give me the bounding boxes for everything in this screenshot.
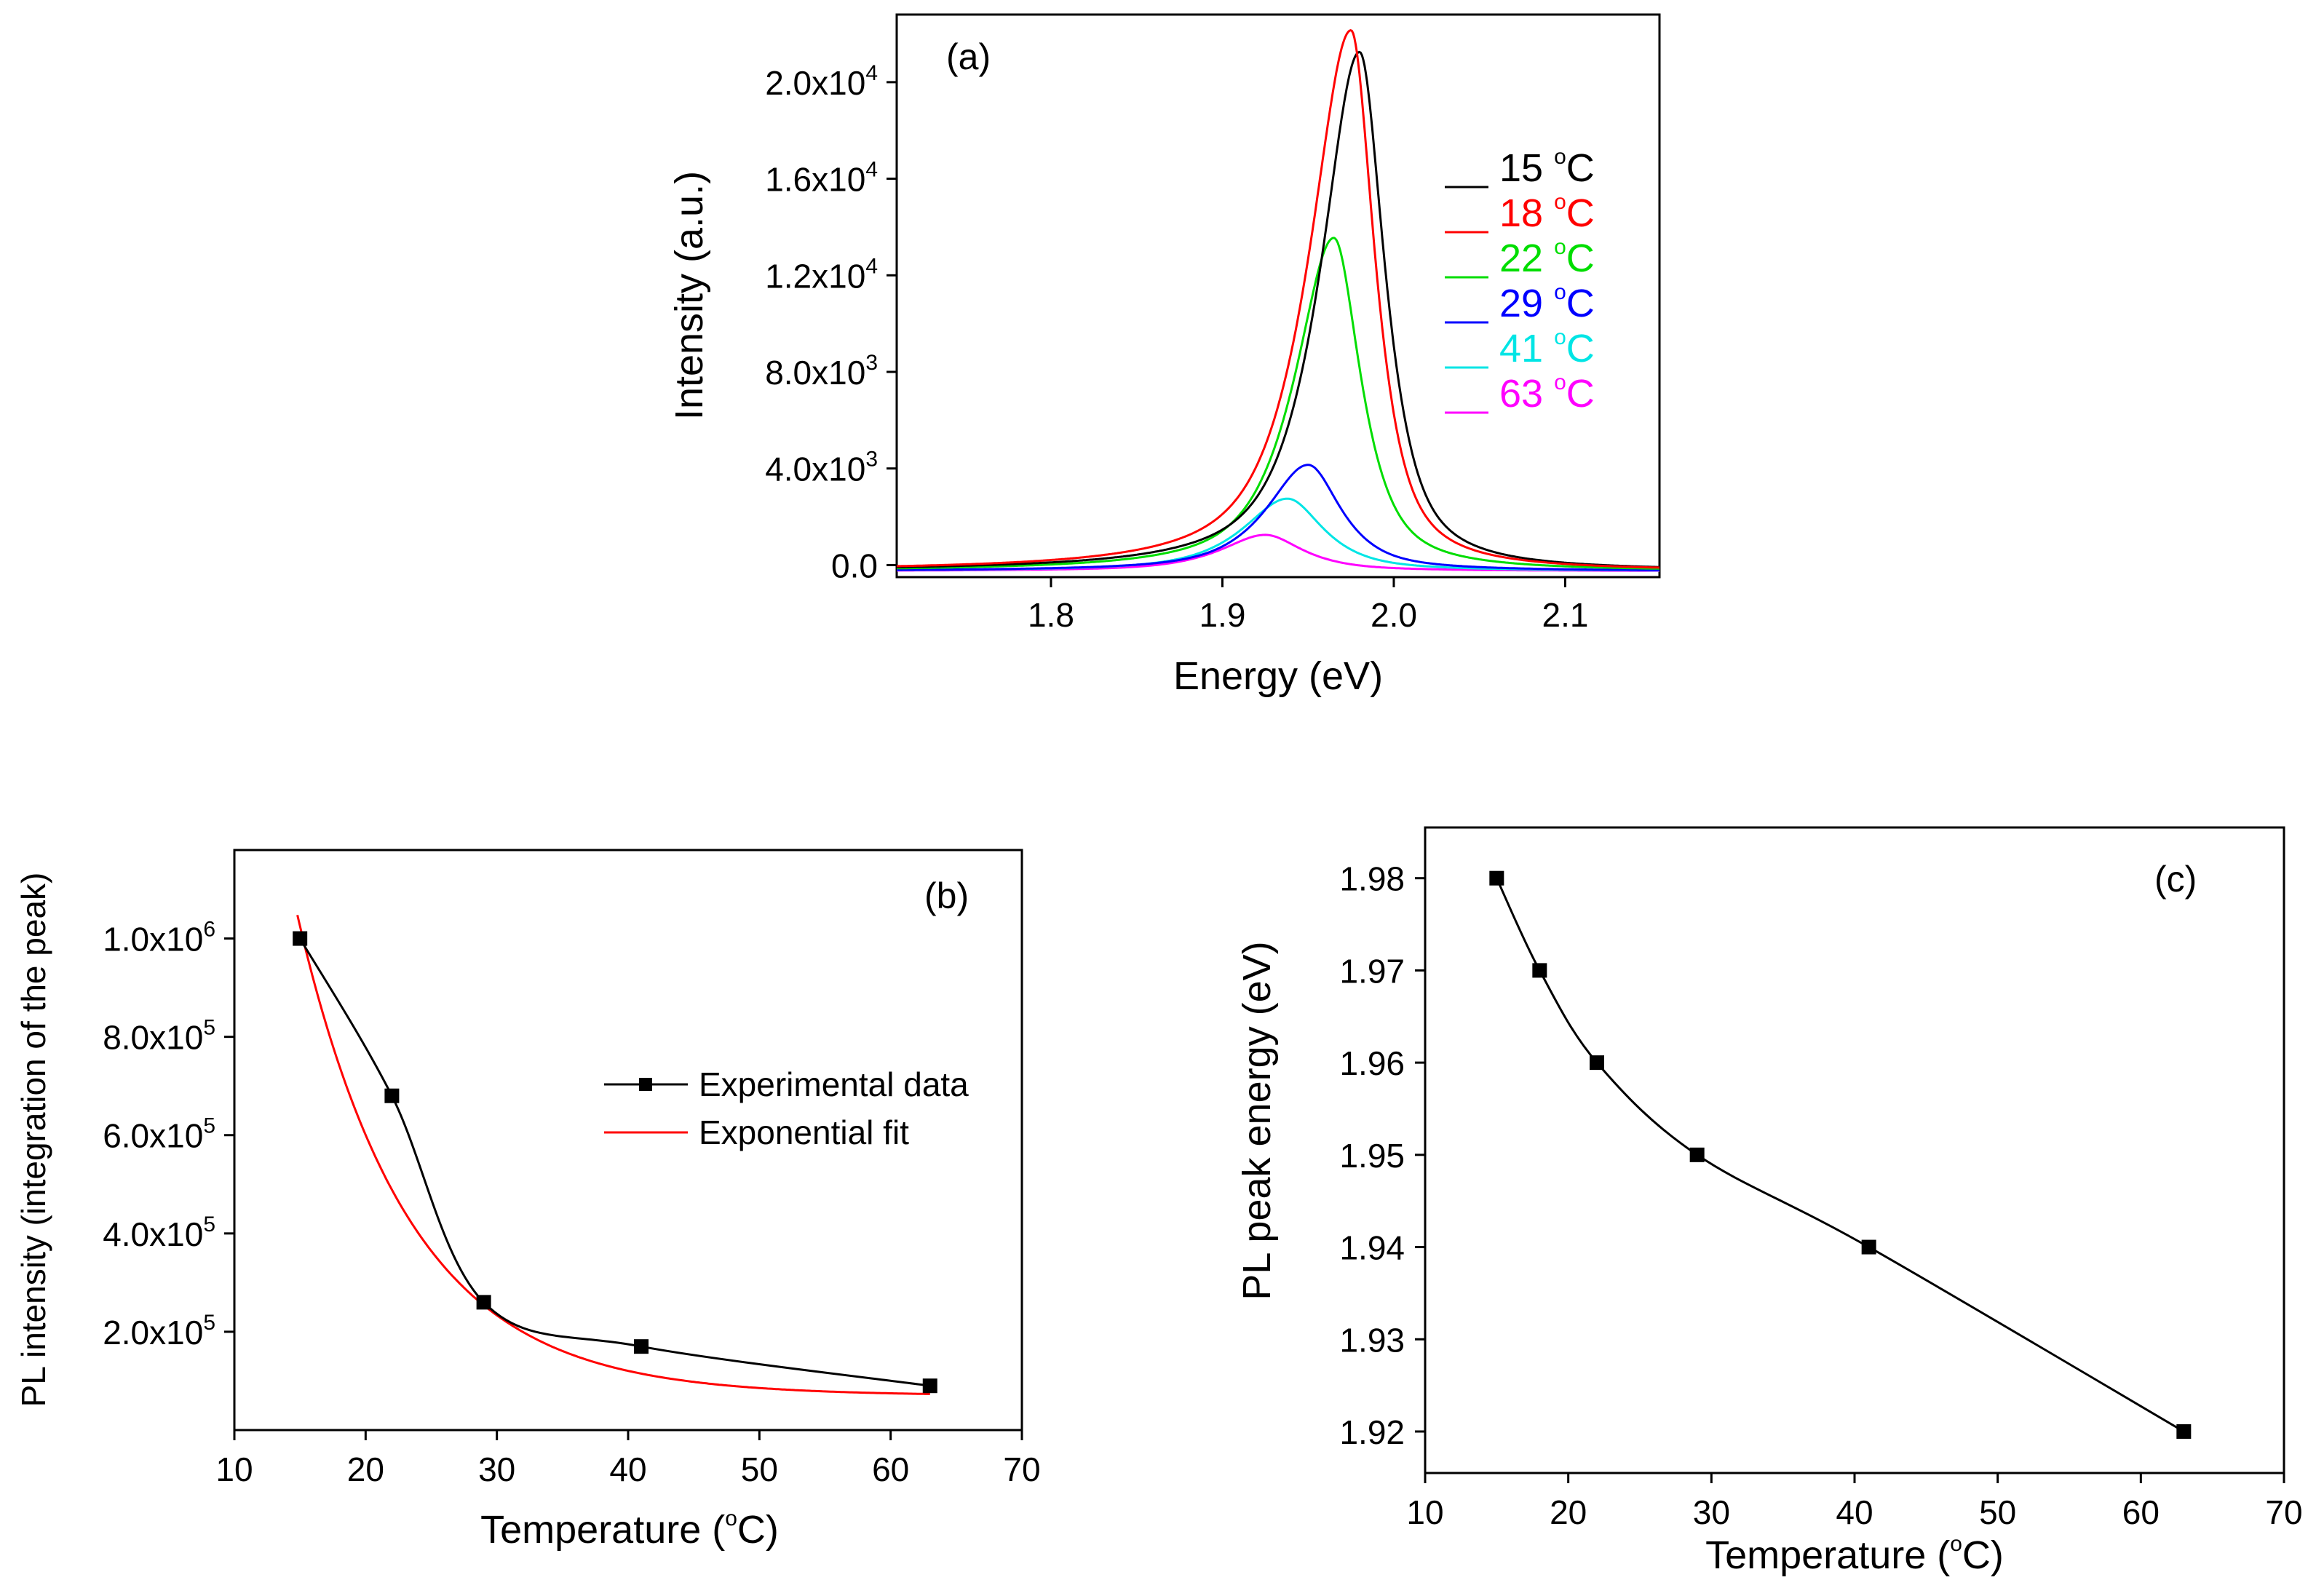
exponential-fit-curve — [296, 914, 930, 1395]
y-tick-label-c: 1.92 — [1339, 1413, 1405, 1451]
y-axis-title-b: PL intensity (integration of the peak) — [15, 873, 52, 1408]
legend-label-18: 18 oC — [1499, 190, 1595, 235]
y-axis-title-c: PL peak energy (eV) — [1235, 941, 1279, 1300]
y-tick-label-c: 1.93 — [1339, 1321, 1405, 1359]
peak-energy-point — [1489, 870, 1504, 886]
experimental-data-point — [922, 1378, 937, 1394]
x-tick-label-a: 2.1 — [1542, 596, 1588, 634]
y-tick-label-c: 1.94 — [1339, 1229, 1405, 1267]
legend-label-29: 29 oC — [1499, 280, 1595, 325]
x-tick-label-c: 30 — [1693, 1493, 1730, 1531]
legend-marker-experimental — [639, 1078, 652, 1091]
y-tick-label-b: 6.0x105 — [103, 1114, 215, 1155]
x-tick-label-b: 30 — [478, 1450, 515, 1488]
y-tick-label-c: 1.97 — [1339, 952, 1405, 990]
axis-ticks-a: 1.8 1.9 2.0 2.1 0.0 4.0x103 8.0x103 1.2x104 1.6x… — [765, 61, 1588, 634]
x-tick-label-b: 60 — [872, 1450, 909, 1488]
spectrum-15C — [897, 50, 1659, 568]
chart-panel-b: 10 20 30 40 50 60 70 2.0x105 4.0x105 6.0x105 8.0x1… — [15, 849, 1041, 1552]
x-axis-title-c: Temperature (oC) — [1705, 1532, 2004, 1577]
legend-label-fit: Exponential fit — [699, 1113, 909, 1151]
x-axis-title-a: Energy (eV) — [1173, 654, 1383, 698]
experimental-data-point — [634, 1339, 649, 1354]
y-tick-label-a: 8.0x103 — [765, 351, 878, 392]
spectrum-29C — [897, 464, 1659, 571]
x-tick-label-a: 1.8 — [1028, 596, 1074, 634]
legend-label-15: 15 oC — [1499, 145, 1595, 190]
x-tick-label-b: 10 — [215, 1450, 253, 1488]
panel-tag-b: (b) — [924, 876, 969, 916]
experimental-data-point — [293, 931, 308, 946]
peak-energy-curve — [1489, 870, 2192, 1439]
spectrum-18C — [896, 28, 1659, 569]
y-tick-label-c: 1.95 — [1339, 1137, 1405, 1175]
plot-frame-a — [895, 13, 1661, 579]
y-tick-label-a: 1.2x104 — [765, 254, 878, 295]
x-tick-label-c: 50 — [1979, 1493, 2016, 1531]
x-tick-label-c: 60 — [2122, 1493, 2160, 1531]
y-tick-label-b: 8.0x105 — [103, 1016, 215, 1057]
legend-b: Experimental data Exponential fit — [604, 1065, 969, 1151]
x-tick-label-c: 20 — [1550, 1493, 1587, 1531]
y-tick-label-c: 1.98 — [1339, 860, 1405, 898]
x-tick-label-b: 40 — [609, 1450, 646, 1488]
axis-ticks-c: 10 20 30 40 50 60 70 1.92 1.93 1.94 1.95 1.96 1.97 1.… — [1339, 860, 2302, 1531]
y-axis-title-a: Intensity (a.u.) — [667, 171, 711, 420]
panel-tag-a: (a) — [946, 36, 991, 77]
x-tick-label-b: 20 — [347, 1450, 384, 1488]
y-tick-label-a: 2.0x104 — [765, 61, 878, 102]
peak-energy-point — [1590, 1055, 1604, 1071]
x-tick-label-a: 2.0 — [1371, 596, 1417, 634]
x-tick-label-c: 70 — [2265, 1493, 2302, 1531]
x-tick-label-a: 1.9 — [1199, 596, 1245, 634]
chart-panel-a: 1.8 1.9 2.0 2.1 0.0 4.0x103 8.0x103 1.2x104 1.6x… — [667, 13, 1661, 698]
peak-energy-point — [1689, 1147, 1705, 1162]
y-tick-label-a: 0.0 — [831, 547, 878, 584]
x-tick-label-c: 10 — [1406, 1493, 1443, 1531]
legend-label-63: 63 oC — [1499, 370, 1595, 416]
panel-tag-c: (c) — [2154, 859, 2197, 900]
axis-ticks-b: 10 20 30 40 50 60 70 2.0x105 4.0x105 6.0x105 8.0x1… — [103, 918, 1040, 1488]
y-tick-label-b: 2.0x105 — [103, 1311, 215, 1351]
x-tick-label-c: 40 — [1836, 1493, 1873, 1531]
experimental-data-point — [384, 1088, 400, 1103]
y-tick-label-b: 1.0x106 — [103, 918, 215, 958]
y-tick-label-b: 4.0x105 — [103, 1212, 215, 1253]
chart-panel-c: 10 20 30 40 50 60 70 1.92 1.93 1.94 1.95 1.96 1.97 1.… — [1235, 826, 2303, 1577]
legend-label-41: 41 oC — [1499, 325, 1595, 370]
x-tick-label-b: 50 — [741, 1450, 778, 1488]
x-axis-title-b: Temperature (oC) — [480, 1506, 779, 1552]
peak-energy-point — [1861, 1239, 1876, 1255]
x-tick-label-b: 70 — [1003, 1450, 1040, 1488]
peak-energy-point — [1532, 963, 1547, 978]
intensity-curves — [293, 914, 937, 1395]
legend-label-experimental: Experimental data — [699, 1065, 969, 1103]
spectra-curves — [896, 28, 1660, 572]
y-tick-label-a: 4.0x103 — [765, 448, 878, 488]
y-tick-label-c: 1.96 — [1339, 1044, 1405, 1082]
peak-energy-point — [2176, 1424, 2192, 1439]
spectrum-22C — [897, 237, 1660, 570]
legend-label-22: 22 oC — [1499, 235, 1595, 280]
y-tick-label-a: 1.6x104 — [765, 158, 878, 199]
experimental-data-point — [476, 1295, 491, 1310]
